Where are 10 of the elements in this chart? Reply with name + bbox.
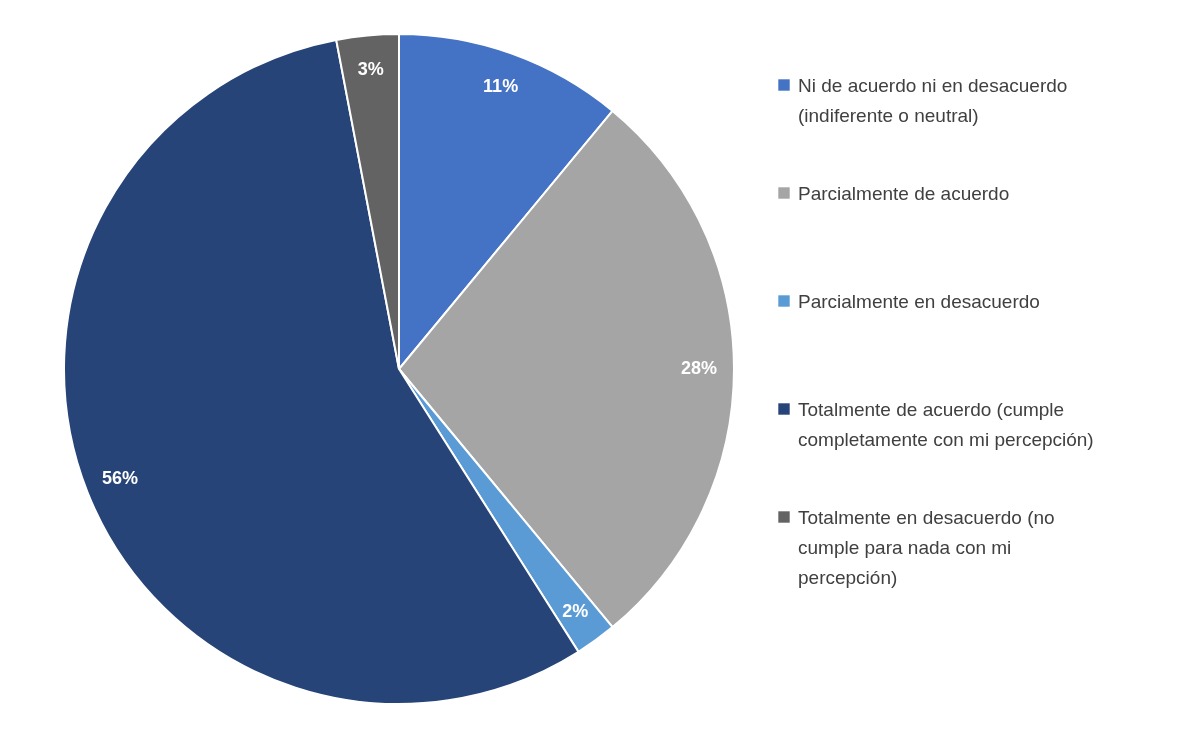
data-label: 2% <box>562 600 589 621</box>
legend-label: Parcialmente de acuerdo <box>798 183 1010 204</box>
legend-label: Totalmente de acuerdo (cumple completamente con mi percepción) <box>798 399 1094 450</box>
legend-label: Totalmente en desacuerdo (no cumple para nada con mi percepción) <box>798 507 1055 588</box>
data-label: 11% <box>483 75 519 96</box>
data-label: 28% <box>680 358 718 378</box>
legend-label: Parcialmente en desacuerdo <box>798 291 1040 312</box>
data-label: 56% <box>102 468 139 489</box>
legend-label: Ni de acuerdo ni en desacuerdo (indiferente o neutral) <box>798 75 1068 126</box>
data-label: 3% <box>357 59 384 80</box>
